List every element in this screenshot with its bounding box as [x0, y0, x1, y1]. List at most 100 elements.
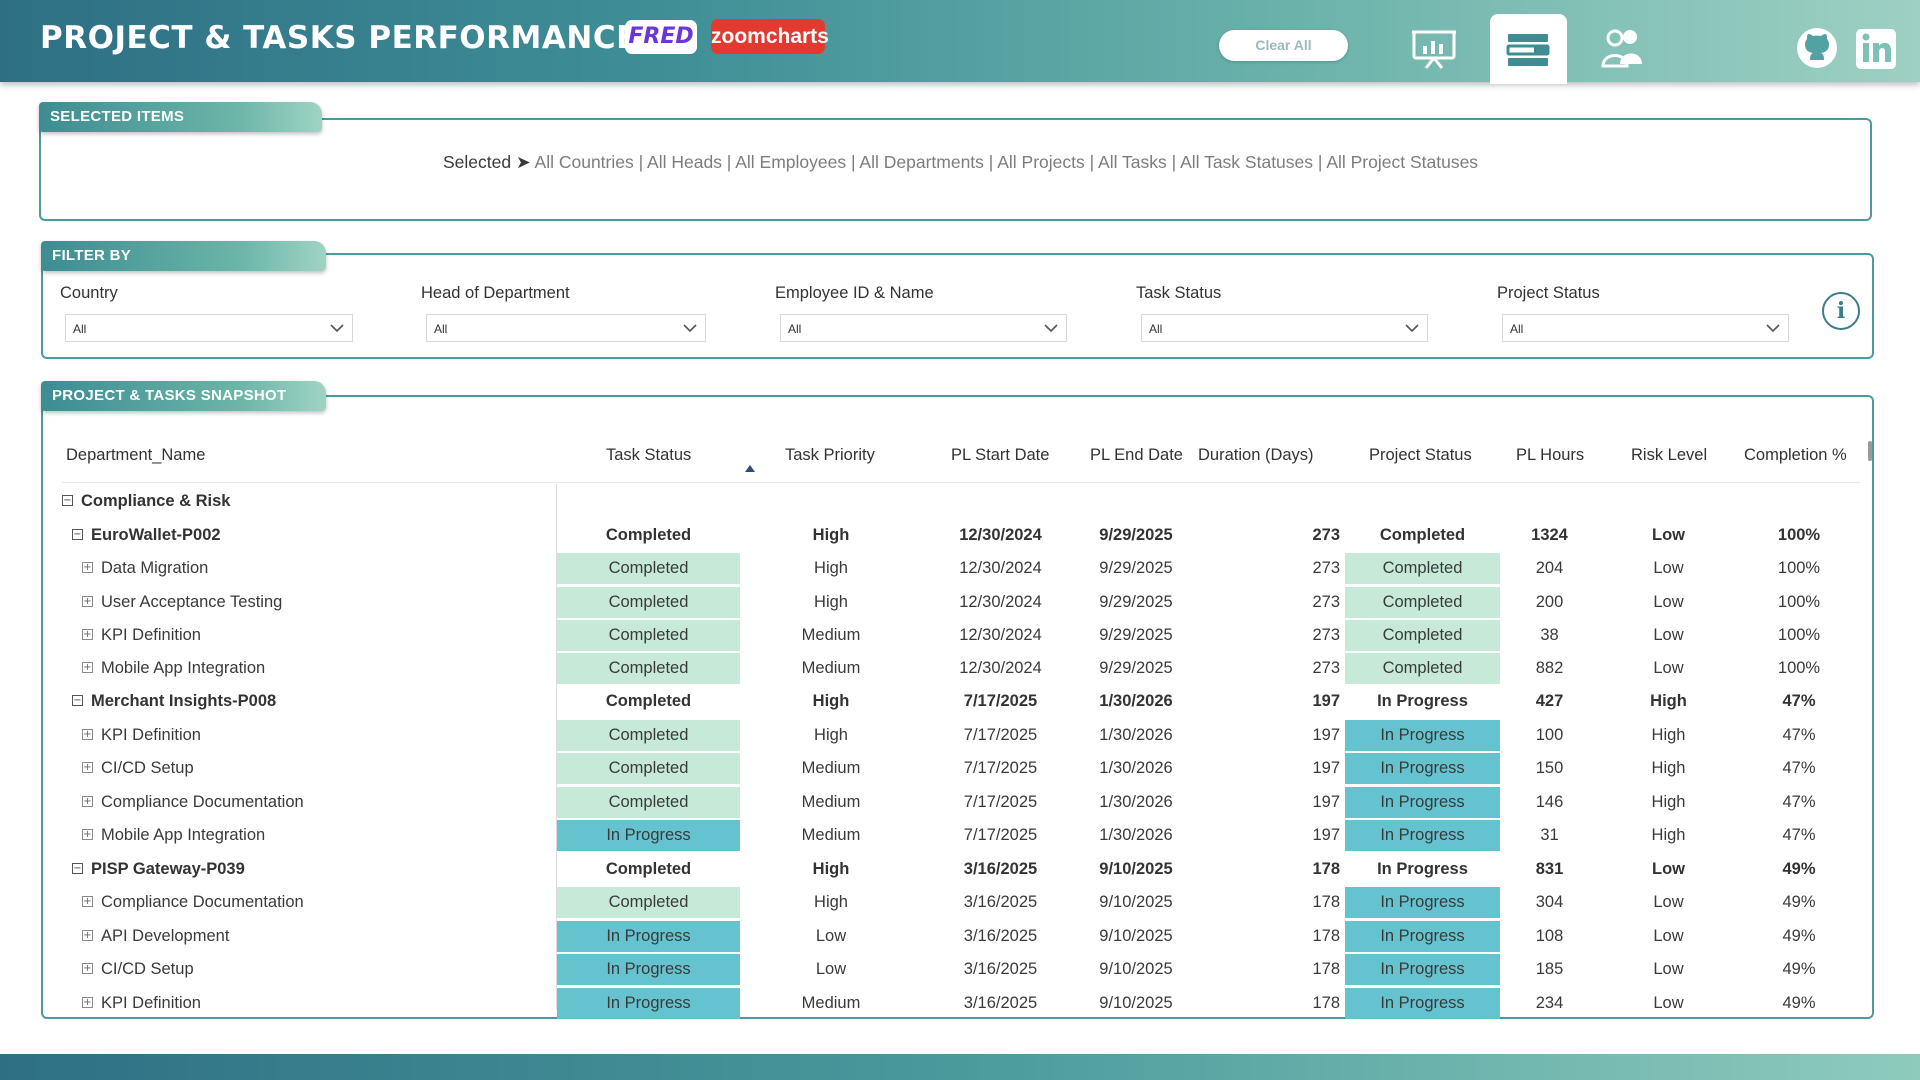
expand-icon[interactable]: +: [82, 829, 93, 840]
table-row[interactable]: + API Development In Progress Low 3/16/2025 9…: [0, 921, 1920, 952]
footer-bar: [0, 1054, 1920, 1080]
fred-logo[interactable]: FRED: [625, 20, 697, 54]
table-row[interactable]: + Compliance Documentation Completed Medium…: [0, 787, 1920, 818]
expand-icon[interactable]: +: [82, 896, 93, 907]
table-scrollbar[interactable]: [1868, 441, 1872, 461]
selected-prefix: Selected ➤: [443, 152, 535, 172]
column-header-department[interactable]: Department_Name: [66, 446, 206, 464]
column-header-pl-end-date[interactable]: PL End Date: [1090, 446, 1183, 464]
presentation-icon[interactable]: [1410, 26, 1458, 70]
clear-all-button[interactable]: Clear All: [1219, 30, 1348, 61]
collapse-icon[interactable]: −: [72, 863, 83, 874]
column-header-risk-level[interactable]: Risk Level: [1631, 446, 1708, 464]
table-row[interactable]: + KPI Definition Completed High 7/17/2025 1/3…: [0, 720, 1920, 751]
column-header-duration[interactable]: Duration (Days): [1198, 446, 1314, 464]
duration-cell: 197: [1312, 826, 1340, 844]
top-header-bar: PROJECT & TASKS PERFORMANCE FRED zoomcha…: [0, 0, 1920, 84]
info-icon[interactable]: i: [1822, 292, 1860, 330]
project-row[interactable]: − Merchant Insights-P008 Completed High 7/17…: [0, 686, 1920, 716]
start-date-cell: 12/30/2024: [959, 659, 1042, 677]
start-date-cell: 12/30/2024: [959, 559, 1042, 577]
task-priority-cell: Medium: [801, 659, 861, 677]
risk-level-cell: Low: [1653, 893, 1684, 911]
snapshot-tab: PROJECT & TASKS SNAPSHOT: [41, 381, 326, 411]
column-header-project-status[interactable]: Project Status: [1369, 446, 1472, 464]
column-header-task-status[interactable]: Task Status: [606, 446, 692, 464]
task-status-cell: Completed: [557, 653, 740, 684]
collapse-icon[interactable]: −: [72, 529, 83, 540]
completion-cell: 49%: [1782, 860, 1816, 878]
end-date-cell: 1/30/2026: [1099, 726, 1173, 744]
expand-icon[interactable]: +: [82, 997, 93, 1008]
people-icon[interactable]: [1598, 26, 1646, 70]
task-status-cell: Completed: [605, 526, 692, 544]
completion-cell: 47%: [1782, 793, 1816, 811]
start-date-cell: 3/16/2025: [963, 927, 1038, 945]
expand-icon[interactable]: +: [82, 963, 93, 974]
column-header-pl-hours[interactable]: PL Hours: [1516, 446, 1585, 464]
table-row[interactable]: + Mobile App Integration Completed Medium 12…: [0, 653, 1920, 684]
expand-icon[interactable]: +: [82, 729, 93, 740]
table-row[interactable]: + CI/CD Setup Completed Medium 7/17/2025 1/30…: [0, 753, 1920, 784]
project-row[interactable]: − PISP Gateway-P039 Completed High 3/16/2025…: [0, 854, 1920, 884]
table-row[interactable]: + CI/CD Setup In Progress Low 3/16/2025 9/10/…: [0, 954, 1920, 985]
group-row[interactable]: − Compliance & Risk: [0, 486, 1920, 516]
row-name: Merchant Insights-P008: [91, 692, 277, 710]
project-status-dropdown[interactable]: All: [1502, 314, 1789, 342]
completion-cell: 47%: [1782, 726, 1816, 744]
project-status-cell: In Progress: [1345, 753, 1500, 784]
expand-icon[interactable]: +: [82, 796, 93, 807]
duration-cell: 273: [1312, 659, 1340, 677]
task-status-cell: Completed: [557, 587, 740, 618]
table-row[interactable]: + KPI Definition In Progress Medium 3/16/202…: [0, 988, 1920, 1019]
expand-icon[interactable]: +: [82, 629, 93, 640]
github-icon[interactable]: [1795, 26, 1843, 70]
collapse-icon[interactable]: −: [62, 495, 73, 506]
end-date-cell: 9/10/2025: [1099, 893, 1173, 911]
column-header-task-priority[interactable]: Task Priority: [785, 446, 875, 464]
collapse-icon[interactable]: −: [72, 695, 83, 706]
start-date-cell: 3/16/2025: [963, 960, 1038, 978]
task-priority-cell: Medium: [801, 826, 861, 844]
start-date-cell: 7/17/2025: [963, 692, 1038, 710]
table-row[interactable]: + User Acceptance Testing Completed High 12/…: [0, 587, 1920, 618]
project-status-cell: In Progress: [1345, 887, 1500, 918]
head-of-department-dropdown[interactable]: All: [426, 314, 706, 342]
employee-filter-label: Employee ID & Name: [775, 284, 934, 302]
risk-level-cell: Low: [1653, 593, 1684, 611]
completion-cell: 100%: [1777, 593, 1821, 611]
linkedin-icon[interactable]: [1854, 26, 1902, 70]
snapshot-panel: [41, 395, 1874, 1019]
expand-icon[interactable]: +: [82, 930, 93, 941]
completion-cell: 47%: [1782, 692, 1816, 710]
column-header-pl-start-date[interactable]: PL Start Date: [951, 446, 1050, 464]
country-dropdown[interactable]: All: [65, 314, 353, 342]
selected-items-tab: SELECTED ITEMS: [39, 102, 322, 132]
table-row[interactable]: + Mobile App Integration In Progress Medium…: [0, 820, 1920, 851]
expand-icon[interactable]: +: [82, 762, 93, 773]
head-of-department-dropdown-value: All: [434, 322, 448, 336]
page-title: PROJECT & TASKS PERFORMANCE: [40, 20, 638, 56]
expand-icon[interactable]: +: [82, 562, 93, 573]
table-row[interactable]: + Compliance Documentation Completed High 3/…: [0, 887, 1920, 918]
table-row[interactable]: + Data Migration Completed High 12/30/2024 9/…: [0, 553, 1920, 584]
row-name: Compliance & Risk: [81, 492, 231, 510]
employee-dropdown[interactable]: All: [780, 314, 1067, 342]
task-status-dropdown[interactable]: All: [1141, 314, 1428, 342]
pl-hours-cell: 200: [1535, 593, 1564, 611]
project-row[interactable]: − EuroWallet-P002 Completed High 12/30/2024 9…: [0, 520, 1920, 550]
task-status-cell: Completed: [557, 720, 740, 751]
expand-icon[interactable]: +: [82, 662, 93, 673]
zoomcharts-logo[interactable]: zoomcharts: [711, 19, 829, 54]
start-date-cell: 7/17/2025: [963, 793, 1038, 811]
row-name: KPI Definition: [101, 626, 201, 644]
duration-cell: 273: [1312, 626, 1340, 644]
expand-icon[interactable]: +: [82, 596, 93, 607]
risk-level-cell: Low: [1653, 659, 1684, 677]
duration-cell: 197: [1312, 692, 1340, 710]
column-header-completion[interactable]: Completion %: [1744, 446, 1847, 464]
table-row[interactable]: + KPI Definition Completed Medium 12/30/2024…: [0, 620, 1920, 651]
table-view-tab[interactable]: [1490, 14, 1567, 84]
project-status-cell: In Progress: [1345, 787, 1500, 818]
pl-hours-cell: 1324: [1531, 526, 1568, 544]
